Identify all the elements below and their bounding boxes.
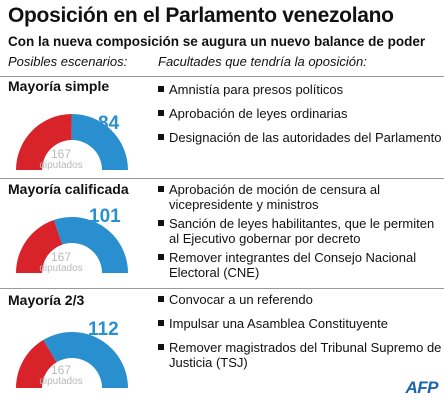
power-item: Amnistía para presos políticos (158, 82, 444, 97)
section-divider (0, 288, 444, 289)
powers-header: Facultades que tendría la oposición: (158, 54, 367, 69)
power-item: Designación de las autoridades del Parla… (158, 130, 444, 145)
bullet-icon (158, 296, 164, 302)
total-seats-qualified: 167 diputados (31, 250, 91, 274)
total-seats-simple: 167 diputados (31, 147, 91, 171)
opposition-seats-qualified: 101 (89, 206, 121, 227)
power-item: Convocar a un referendo (158, 292, 444, 307)
scenario-label-simple: Mayoría simple (8, 78, 110, 94)
opposition-seats-arc (43, 332, 128, 388)
total-seats-unit: diputados (39, 263, 83, 274)
bullet-icon (158, 134, 164, 140)
bullet-icon (158, 110, 164, 116)
opposition-seats-arc (71, 114, 128, 170)
power-item-text: Aprobación de moción de censura al vicep… (169, 182, 381, 212)
bullet-icon (158, 320, 164, 326)
scenario-label-two-thirds: Mayoría 2/3 (8, 292, 85, 308)
total-seats-two-thirds: 167 diputados (31, 363, 91, 387)
gauge-svg (16, 114, 128, 170)
scenarios-header: Posibles escenarios: (8, 54, 128, 69)
section-divider (0, 178, 444, 179)
infographic-title: Oposición en el Parlamento venezolano (8, 4, 394, 27)
power-item-text: Amnistía para presos políticos (169, 82, 344, 97)
bullet-icon (158, 86, 164, 92)
power-item: Impulsar una Asamblea Constituyente (158, 316, 444, 331)
government-seats-arc (16, 220, 63, 273)
power-item: Aprobación de leyes ordinarias (158, 106, 444, 121)
total-seats-unit: diputados (39, 160, 83, 171)
power-item-text: Sanción de leyes habilitantes, que le pe… (169, 216, 435, 246)
power-item: Remover magistrados del Tribunal Supremo… (158, 340, 444, 370)
bullet-icon (158, 220, 164, 226)
power-item-text: Designación de las autoridades del Parla… (169, 130, 442, 145)
power-item: Aprobación de moción de censura al vicep… (158, 182, 444, 212)
seat-gauge-simple (6, 102, 146, 172)
government-seats-arc (16, 114, 72, 170)
bullet-icon (158, 344, 164, 350)
power-item-text: Convocar a un referendo (169, 292, 313, 307)
seat-gauge-qualified (6, 205, 146, 275)
power-item: Sanción de leyes habilitantes, que le pe… (158, 216, 444, 246)
bullet-icon (158, 186, 164, 192)
total-seats-number: 167 (50, 147, 72, 161)
scenario-label-qualified: Mayoría calificada (8, 181, 129, 197)
infographic-subtitle: Con la nueva composición se augura un nu… (8, 34, 426, 49)
bullet-icon (158, 254, 164, 260)
total-seats-number: 167 (50, 363, 72, 377)
section-divider (0, 76, 444, 77)
opposition-seats-arc (53, 217, 128, 273)
power-item-text: Remover magistrados del Tribunal Supremo… (169, 340, 442, 370)
power-item-text: Aprobación de leyes ordinarias (169, 106, 348, 121)
opposition-seats-simple: 84 (98, 113, 120, 134)
powers-list-two-thirds: Convocar a un referendo Impulsar una Asa… (158, 292, 444, 376)
government-seats-arc (16, 339, 57, 388)
powers-list-simple: Amnistía para presos políticos Aprobació… (158, 82, 444, 151)
total-seats-unit: diputados (39, 376, 83, 387)
power-item: Remover integrantes del Consejo Nacional… (158, 250, 444, 280)
powers-list-qualified: Aprobación de moción de censura al vicep… (158, 182, 444, 286)
afp-logo: AFP (405, 378, 439, 397)
seat-gauge-two-thirds (6, 320, 146, 390)
gauge-svg (16, 217, 128, 273)
power-item-text: Remover integrantes del Consejo Nacional… (169, 250, 417, 280)
power-item-text: Impulsar una Asamblea Constituyente (169, 316, 388, 331)
total-seats-number: 167 (50, 250, 72, 264)
opposition-seats-two-thirds: 112 (88, 319, 119, 340)
gauge-svg (16, 332, 128, 388)
